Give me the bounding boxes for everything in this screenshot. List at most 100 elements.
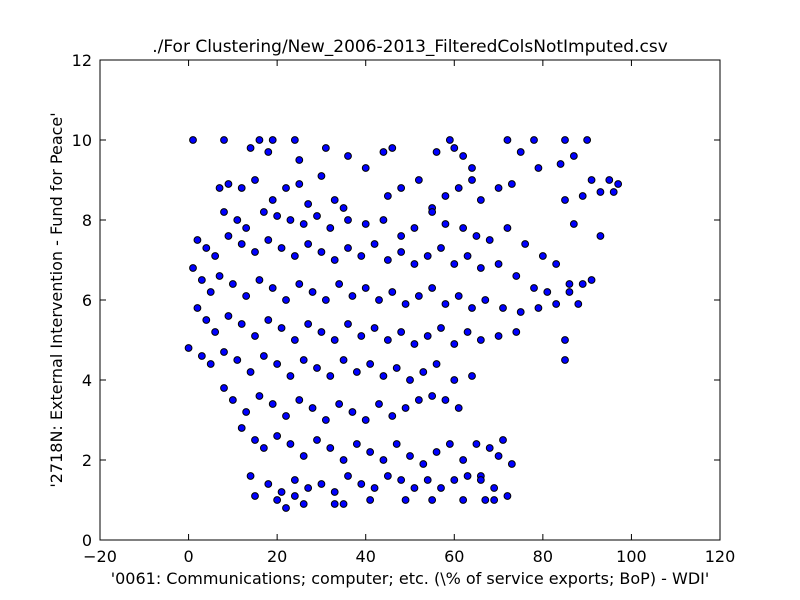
data-point — [437, 484, 445, 492]
data-point — [357, 480, 366, 488]
data-point — [344, 472, 352, 480]
data-point — [543, 288, 552, 296]
data-point — [282, 296, 290, 304]
data-point — [494, 260, 503, 268]
data-point — [290, 136, 299, 144]
data-point — [596, 188, 605, 196]
data-point — [454, 292, 463, 300]
data-point — [428, 284, 437, 292]
data-point — [237, 184, 246, 192]
data-point — [561, 196, 569, 204]
y-tick-label: 0 — [82, 531, 92, 550]
data-point — [224, 232, 233, 240]
x-tick-label: 0 — [183, 547, 193, 566]
data-point — [290, 476, 299, 484]
data-point — [494, 452, 503, 460]
data-point — [317, 328, 326, 336]
data-point — [530, 284, 538, 292]
data-point — [388, 288, 397, 296]
data-point — [357, 332, 366, 340]
data-point — [206, 288, 215, 296]
data-point — [237, 240, 246, 248]
data-point — [304, 320, 313, 328]
data-point — [530, 136, 538, 144]
data-point — [397, 248, 406, 256]
data-point — [605, 176, 614, 184]
data-point — [220, 208, 228, 216]
data-point — [246, 368, 255, 376]
data-point — [463, 328, 472, 336]
data-point — [220, 384, 228, 392]
data-point — [441, 396, 450, 404]
data-point — [490, 496, 499, 504]
data-point — [499, 436, 507, 444]
data-point — [299, 452, 308, 460]
data-point — [494, 184, 503, 192]
data-point — [454, 184, 463, 192]
data-point — [437, 244, 445, 252]
data-point — [228, 396, 237, 404]
data-point — [211, 252, 220, 260]
data-point — [344, 244, 352, 252]
data-point — [268, 136, 277, 144]
data-point — [251, 332, 259, 340]
chart-title: ./For Clustering/New_2006-2013_FilteredC… — [152, 37, 668, 57]
data-point — [277, 488, 286, 496]
y-tick-label: 4 — [82, 371, 92, 390]
data-point — [317, 480, 326, 488]
data-point — [414, 292, 423, 300]
x-tick-label: 60 — [444, 547, 464, 566]
data-point — [197, 352, 206, 360]
data-point — [321, 296, 330, 304]
data-point — [587, 276, 596, 284]
data-point — [308, 404, 317, 412]
data-point — [414, 176, 423, 184]
data-point — [313, 436, 321, 444]
data-point — [357, 252, 366, 260]
data-point — [295, 180, 304, 188]
data-point — [264, 316, 273, 324]
x-tick-label: 20 — [267, 547, 287, 566]
data-point — [299, 356, 308, 364]
data-point — [215, 272, 224, 280]
data-point — [397, 328, 406, 336]
data-point — [459, 224, 468, 232]
data-point — [441, 300, 450, 308]
data-point — [361, 284, 370, 292]
data-point — [445, 440, 454, 448]
data-point — [490, 484, 499, 492]
data-point — [472, 440, 481, 448]
data-point — [259, 352, 268, 360]
data-points — [184, 136, 623, 512]
data-point — [290, 492, 299, 500]
data-point — [242, 224, 251, 232]
data-point — [268, 400, 277, 408]
data-point — [401, 496, 410, 504]
data-point — [264, 480, 273, 488]
data-point — [273, 360, 282, 368]
data-point — [224, 312, 233, 320]
data-point — [375, 296, 383, 304]
data-point — [432, 360, 441, 368]
data-point — [468, 176, 476, 184]
data-point — [330, 336, 339, 344]
data-point — [277, 244, 286, 252]
data-point — [410, 484, 419, 492]
data-point — [583, 136, 592, 144]
data-point — [432, 448, 441, 456]
data-point — [220, 136, 228, 144]
data-point — [450, 476, 459, 484]
data-point — [428, 392, 437, 400]
data-point — [609, 188, 618, 196]
data-point — [251, 176, 259, 184]
data-point — [335, 280, 344, 288]
data-point — [445, 136, 454, 144]
data-point — [454, 404, 463, 412]
data-point — [189, 264, 197, 272]
data-point — [313, 212, 321, 220]
data-point — [202, 316, 211, 324]
data-point — [233, 216, 242, 224]
data-point — [614, 180, 623, 188]
data-point — [308, 288, 317, 296]
